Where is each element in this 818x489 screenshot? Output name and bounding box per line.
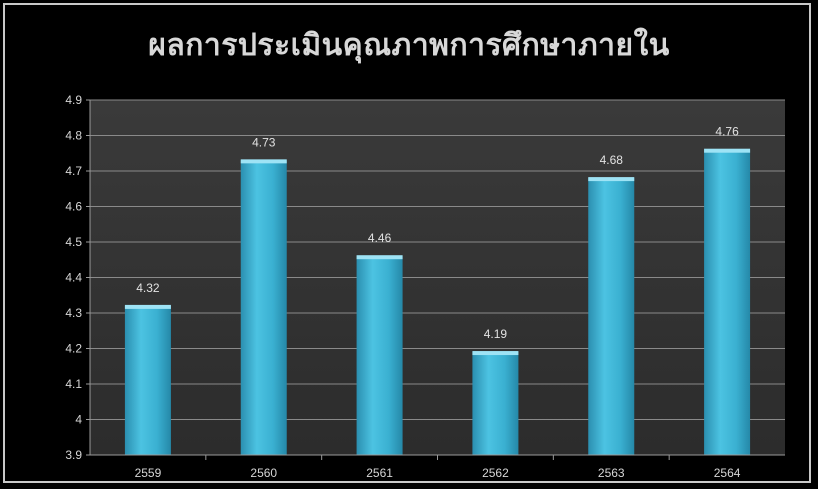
bar-2559 <box>124 305 171 455</box>
x-tick-label-2564: 2564 <box>714 466 741 480</box>
data-label-2564: 4.76 <box>715 125 739 139</box>
y-tick-label: 4.9 <box>65 93 82 107</box>
data-label-2562: 4.19 <box>484 327 508 341</box>
bar-2562 <box>472 352 519 455</box>
bar-top-highlight <box>472 351 519 356</box>
x-axis-ticks: 2559 2560 2561 2562 2563 2564 <box>135 455 741 480</box>
x-tick-label-2561: 2561 <box>366 466 393 480</box>
x-tick-label-2563: 2563 <box>598 466 625 480</box>
bar-top-highlight <box>588 177 635 182</box>
bar-2563 <box>588 178 635 455</box>
bar-top-highlight <box>704 148 751 153</box>
bar-2561 <box>356 256 403 455</box>
bar-2564 <box>704 149 751 455</box>
y-tick-label: 4.7 <box>65 164 82 178</box>
x-tick-label-2560: 2560 <box>250 466 277 480</box>
data-label-2563: 4.68 <box>600 153 624 167</box>
y-tick-label: 4.4 <box>65 271 82 285</box>
bars <box>124 148 751 455</box>
x-tick-label-2559: 2559 <box>135 466 162 480</box>
bar-2560 <box>240 160 287 455</box>
bar-top-highlight <box>124 304 171 309</box>
y-tick-label: 3.9 <box>65 448 82 462</box>
y-tick-label: 4.8 <box>65 129 82 143</box>
bar-top-highlight <box>240 159 287 164</box>
y-axis-ticks: 3.9 4 4.1 4.2 4.3 4.4 4.5 4.6 4.7 4.8 4.9 <box>65 93 90 462</box>
data-label-2561: 4.46 <box>368 231 392 245</box>
y-tick-label: 4.1 <box>65 377 82 391</box>
y-tick-label: 4.6 <box>65 200 82 214</box>
y-tick-label: 4.2 <box>65 342 82 356</box>
x-tick-label-2562: 2562 <box>482 466 509 480</box>
y-tick-label: 4 <box>75 413 82 427</box>
y-tick-label: 4.5 <box>65 235 82 249</box>
data-label-2560: 4.73 <box>252 135 276 149</box>
data-labels: 4.32 4.73 4.46 4.19 4.68 4.76 <box>136 125 739 341</box>
y-tick-label: 4.3 <box>65 306 82 320</box>
bar-top-highlight <box>356 255 403 260</box>
data-label-2559: 4.32 <box>136 281 160 295</box>
chart-title: ผลการประเมินคุณภาพการศึกษาภายใน <box>148 28 670 63</box>
